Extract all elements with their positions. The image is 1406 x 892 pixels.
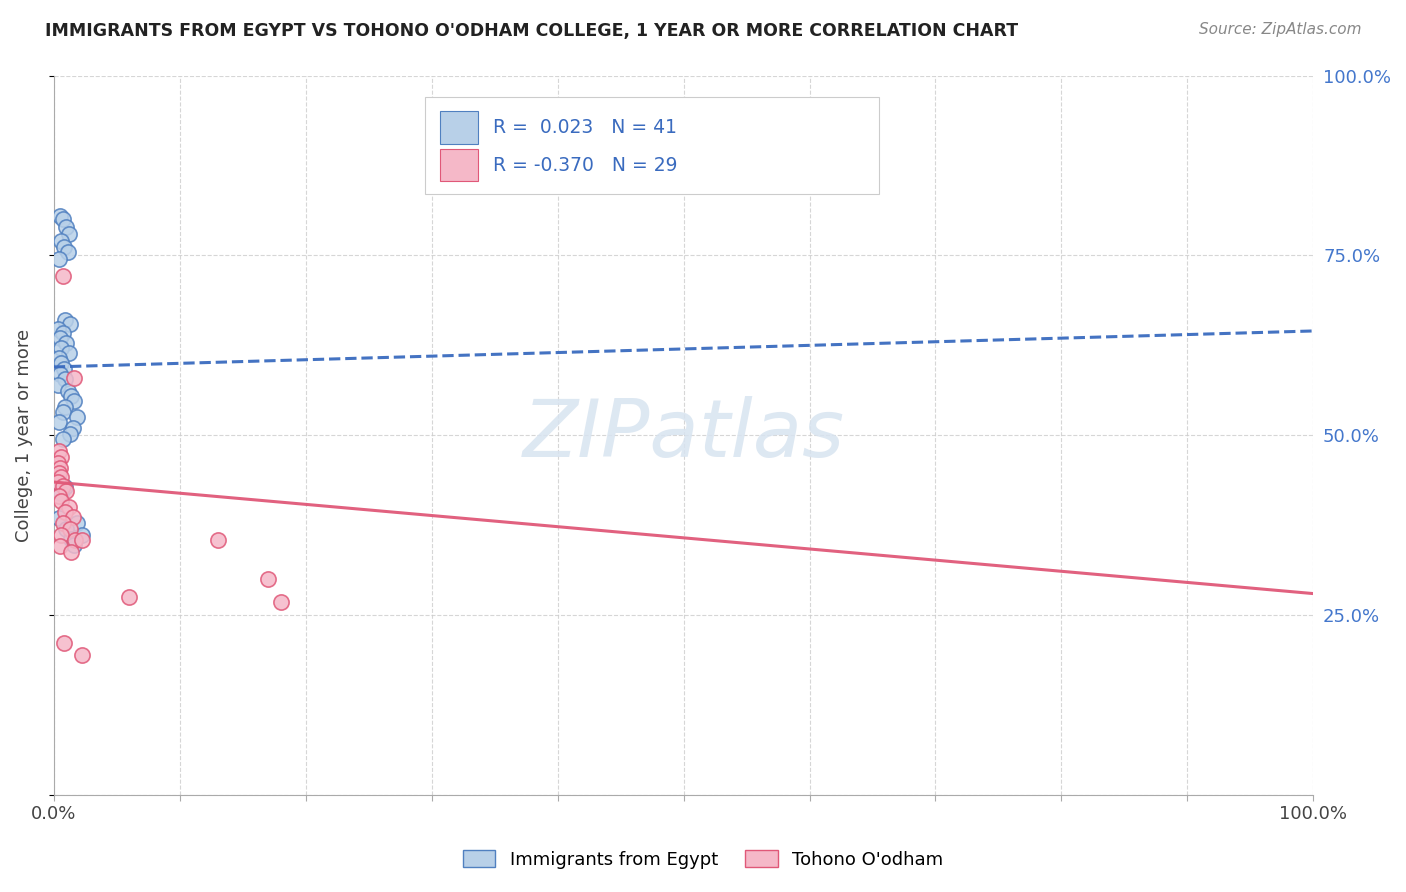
Point bbox=[53, 480, 76, 494]
Point bbox=[60, 532, 83, 546]
Point bbox=[56, 384, 79, 398]
Point bbox=[70, 648, 93, 662]
Point bbox=[70, 533, 93, 547]
Point bbox=[55, 219, 77, 234]
Point bbox=[63, 538, 86, 552]
Point bbox=[58, 227, 80, 241]
Point bbox=[52, 516, 75, 530]
Point bbox=[52, 268, 75, 283]
Point bbox=[53, 400, 76, 414]
Point bbox=[65, 533, 87, 547]
Point bbox=[52, 362, 75, 376]
Point bbox=[65, 516, 87, 530]
Point bbox=[52, 326, 75, 340]
FancyBboxPatch shape bbox=[440, 112, 478, 144]
Point bbox=[46, 475, 69, 489]
Point bbox=[49, 331, 72, 345]
Point bbox=[60, 389, 83, 403]
FancyBboxPatch shape bbox=[426, 97, 879, 194]
Point bbox=[46, 456, 69, 470]
Point bbox=[63, 370, 86, 384]
Point bbox=[257, 572, 280, 586]
Point bbox=[46, 378, 69, 392]
Point bbox=[52, 635, 75, 649]
Point bbox=[58, 500, 80, 515]
Point bbox=[49, 539, 72, 553]
Point bbox=[55, 522, 77, 536]
Point bbox=[60, 545, 83, 559]
Point bbox=[52, 478, 75, 492]
Point bbox=[59, 522, 82, 536]
Point bbox=[270, 595, 292, 609]
Point bbox=[70, 527, 93, 541]
Point bbox=[59, 317, 82, 331]
Point bbox=[58, 345, 80, 359]
Point bbox=[48, 415, 70, 429]
Text: R = -0.370   N = 29: R = -0.370 N = 29 bbox=[494, 155, 678, 175]
Point bbox=[49, 460, 72, 475]
Text: IMMIGRANTS FROM EGYPT VS TOHONO O'ODHAM COLLEGE, 1 YEAR OR MORE CORRELATION CHAR: IMMIGRANTS FROM EGYPT VS TOHONO O'ODHAM … bbox=[45, 22, 1018, 40]
Point bbox=[46, 322, 69, 336]
Point bbox=[51, 341, 73, 355]
Point bbox=[51, 527, 73, 541]
Point bbox=[51, 356, 73, 370]
Point bbox=[48, 252, 70, 266]
Text: R =  0.023   N = 41: R = 0.023 N = 41 bbox=[494, 118, 678, 137]
Point bbox=[52, 405, 75, 419]
Point bbox=[48, 444, 70, 458]
Point bbox=[55, 336, 77, 351]
Point bbox=[51, 234, 73, 248]
Point bbox=[48, 466, 70, 480]
Point bbox=[51, 450, 73, 464]
Point bbox=[53, 505, 76, 519]
Point bbox=[53, 313, 76, 327]
Point bbox=[48, 511, 70, 525]
Legend: Immigrants from Egypt, Tohono O'odham: Immigrants from Egypt, Tohono O'odham bbox=[456, 843, 950, 876]
Point bbox=[48, 351, 70, 365]
Point bbox=[53, 372, 76, 386]
Text: Source: ZipAtlas.com: Source: ZipAtlas.com bbox=[1198, 22, 1361, 37]
Point bbox=[49, 367, 72, 381]
Point bbox=[56, 244, 79, 259]
Point bbox=[65, 410, 87, 425]
Point bbox=[51, 470, 73, 484]
Point bbox=[48, 490, 70, 504]
Point bbox=[51, 494, 73, 508]
Point bbox=[52, 212, 75, 227]
Y-axis label: College, 1 year or more: College, 1 year or more bbox=[15, 329, 32, 541]
Point bbox=[52, 432, 75, 446]
Point bbox=[52, 240, 75, 254]
Point bbox=[62, 510, 84, 524]
Text: ZIPatlas: ZIPatlas bbox=[523, 396, 845, 475]
Point bbox=[118, 590, 141, 604]
Point bbox=[55, 484, 77, 499]
Point bbox=[51, 486, 73, 500]
Point bbox=[207, 533, 229, 547]
Point bbox=[63, 393, 86, 408]
Point bbox=[62, 421, 84, 435]
Point bbox=[48, 475, 70, 489]
Point bbox=[59, 426, 82, 441]
Point bbox=[49, 209, 72, 223]
FancyBboxPatch shape bbox=[440, 149, 478, 181]
